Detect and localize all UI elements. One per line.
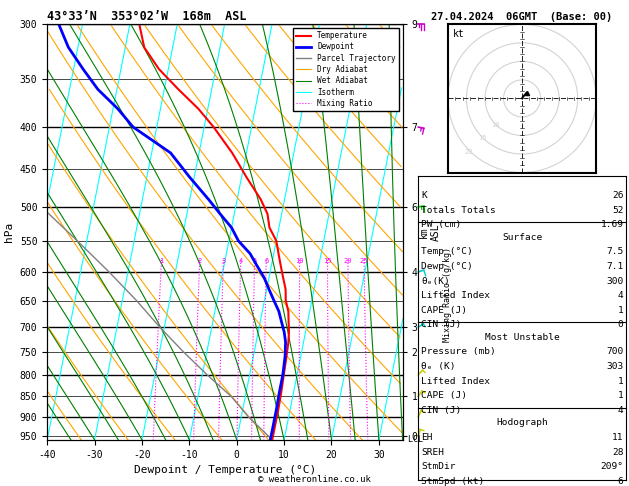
Text: StmSpd (kt): StmSpd (kt) bbox=[421, 477, 485, 486]
Text: 1: 1 bbox=[618, 377, 623, 386]
Text: 20: 20 bbox=[343, 258, 352, 264]
Text: StmDir: StmDir bbox=[421, 462, 456, 471]
Text: 209°: 209° bbox=[600, 462, 623, 471]
Text: 15: 15 bbox=[323, 258, 331, 264]
Text: CAPE (J): CAPE (J) bbox=[421, 306, 467, 315]
Text: θₑ(K): θₑ(K) bbox=[421, 277, 450, 286]
Text: SREH: SREH bbox=[421, 448, 445, 457]
Text: 6: 6 bbox=[618, 477, 623, 486]
Text: 10: 10 bbox=[296, 258, 304, 264]
Text: 15: 15 bbox=[478, 136, 486, 141]
Text: CAPE (J): CAPE (J) bbox=[421, 391, 467, 400]
Text: Dewp (°C): Dewp (°C) bbox=[421, 262, 473, 271]
Text: 4: 4 bbox=[238, 258, 243, 264]
Text: Temp (°C): Temp (°C) bbox=[421, 247, 473, 257]
Text: 25: 25 bbox=[360, 258, 369, 264]
Text: CIN (J): CIN (J) bbox=[421, 320, 462, 330]
Text: Mixing Ratio (g/kg): Mixing Ratio (g/kg) bbox=[443, 247, 452, 342]
Text: Surface: Surface bbox=[502, 233, 542, 242]
Text: 1: 1 bbox=[618, 391, 623, 400]
Text: 11: 11 bbox=[612, 433, 623, 442]
Text: 0: 0 bbox=[618, 320, 623, 330]
Text: 303: 303 bbox=[606, 362, 623, 371]
Text: 43°33’N  353°02’W  168m  ASL: 43°33’N 353°02’W 168m ASL bbox=[47, 10, 247, 23]
Text: Lifted Index: Lifted Index bbox=[421, 377, 491, 386]
Text: LCL: LCL bbox=[403, 435, 423, 444]
Y-axis label: hPa: hPa bbox=[4, 222, 14, 242]
Text: 3: 3 bbox=[221, 258, 225, 264]
Text: 4: 4 bbox=[618, 291, 623, 300]
X-axis label: Dewpoint / Temperature (°C): Dewpoint / Temperature (°C) bbox=[134, 465, 316, 475]
Y-axis label: km
ASL: km ASL bbox=[419, 223, 440, 241]
Legend: Temperature, Dewpoint, Parcel Trajectory, Dry Adiabat, Wet Adiabat, Isotherm, Mi: Temperature, Dewpoint, Parcel Trajectory… bbox=[292, 28, 399, 111]
Text: 700: 700 bbox=[606, 347, 623, 357]
Text: 26: 26 bbox=[612, 191, 623, 200]
Text: 20: 20 bbox=[464, 149, 473, 155]
Text: CIN (J): CIN (J) bbox=[421, 406, 462, 415]
Text: Most Unstable: Most Unstable bbox=[485, 333, 559, 342]
Text: 6: 6 bbox=[264, 258, 269, 264]
Text: K: K bbox=[421, 191, 427, 200]
Text: 7.5: 7.5 bbox=[606, 247, 623, 257]
Text: 10: 10 bbox=[491, 122, 499, 128]
Text: kt: kt bbox=[452, 29, 464, 39]
Text: 300: 300 bbox=[606, 277, 623, 286]
Text: Totals Totals: Totals Totals bbox=[421, 206, 496, 215]
Text: 5: 5 bbox=[252, 258, 257, 264]
Text: 27.04.2024  06GMT  (Base: 00): 27.04.2024 06GMT (Base: 00) bbox=[431, 12, 613, 22]
Text: 7.1: 7.1 bbox=[606, 262, 623, 271]
Text: 28: 28 bbox=[612, 448, 623, 457]
Text: PW (cm): PW (cm) bbox=[421, 220, 462, 229]
Text: 2: 2 bbox=[198, 258, 202, 264]
Text: EH: EH bbox=[421, 433, 433, 442]
Text: 52: 52 bbox=[612, 206, 623, 215]
Text: Lifted Index: Lifted Index bbox=[421, 291, 491, 300]
Text: 1: 1 bbox=[159, 258, 164, 264]
Text: θₑ (K): θₑ (K) bbox=[421, 362, 456, 371]
Text: Hodograph: Hodograph bbox=[496, 418, 548, 428]
Text: 1.69: 1.69 bbox=[600, 220, 623, 229]
Text: Pressure (mb): Pressure (mb) bbox=[421, 347, 496, 357]
Text: 4: 4 bbox=[618, 406, 623, 415]
Text: 1: 1 bbox=[618, 306, 623, 315]
Text: © weatheronline.co.uk: © weatheronline.co.uk bbox=[258, 474, 371, 484]
